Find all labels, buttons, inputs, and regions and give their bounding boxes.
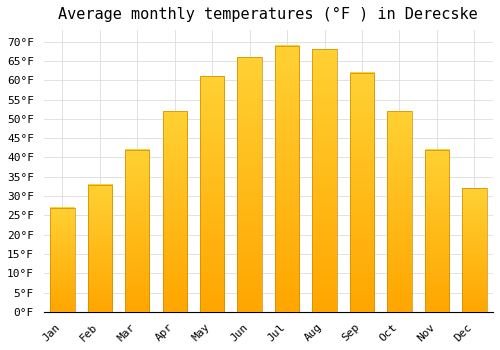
- Bar: [424, 150, 449, 312]
- Bar: [162, 111, 187, 312]
- Bar: [88, 184, 112, 312]
- Bar: [200, 76, 224, 312]
- Bar: [238, 57, 262, 312]
- Bar: [388, 111, 411, 312]
- Bar: [350, 72, 374, 312]
- Bar: [462, 188, 486, 312]
- Bar: [125, 150, 150, 312]
- Title: Average monthly temperatures (°F ) in Derecske: Average monthly temperatures (°F ) in De…: [58, 7, 478, 22]
- Bar: [275, 46, 299, 312]
- Bar: [50, 208, 74, 312]
- Bar: [312, 49, 336, 312]
